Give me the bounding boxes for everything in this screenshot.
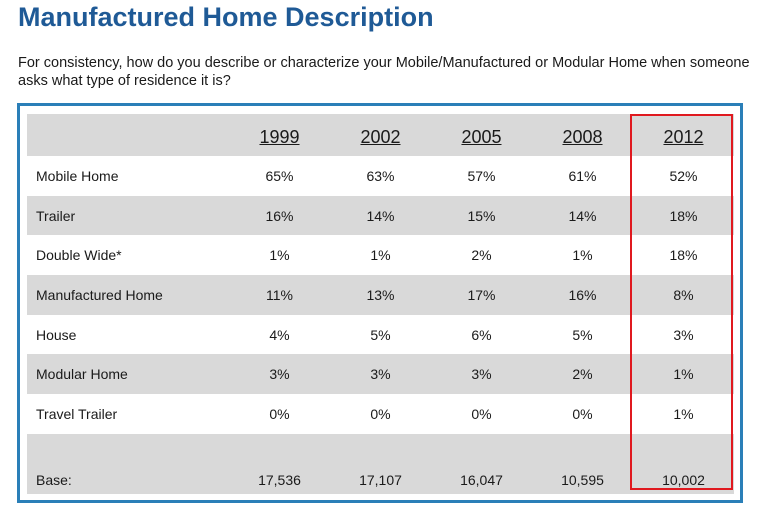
row-label: Modular Home [27,354,229,395]
table-cell: 18% [633,195,734,236]
table-cell: 1% [633,354,734,395]
table-cell: 14% [330,195,431,236]
row-label: Travel Trailer [36,405,118,422]
table-cell: 5% [572,326,593,343]
table-cell: 8% [633,275,734,315]
base-cell: 10,002 [633,433,734,494]
page-title: Manufactured Home Description [18,2,434,32]
table-cell: 0% [572,405,593,422]
table-cell: 13% [330,275,431,315]
row-label: Manufactured Home [27,275,229,315]
table-cell: 1% [673,405,694,422]
table-row: Modular Home 3% 3% 3% 2% 1% [27,354,734,395]
table-cell: 0% [471,405,492,422]
row-label: Mobile Home [36,167,119,184]
table-row: Double Wide* 1% 1% 2% 1% 18% [27,235,734,275]
table-cell: 57% [467,167,496,184]
year-header: 2002 [330,114,431,156]
table-cell: 2% [532,354,633,395]
table-cell: 52% [669,167,698,184]
row-label: House [36,326,77,343]
header-blank [27,114,229,156]
survey-question: For consistency, how do you describe or … [18,55,750,89]
table-row: House 4% 5% 6% 5% 3% [27,315,734,355]
year-header: 2008 [532,114,633,156]
table-frame [17,103,743,503]
table-cell: 3% [673,326,694,343]
base-cell: 16,047 [431,433,532,494]
base-cell: 17,107 [330,433,431,494]
table-cell: 3% [229,354,330,395]
table-cell: 61% [568,167,597,184]
year-header: 2012 [633,114,734,156]
table-cell: 1% [269,247,290,264]
results-table: 1999 2002 2005 2008 2012 Mobile Home 65%… [27,114,734,494]
base-cell: 10,595 [532,433,633,494]
base-label: Base: [27,433,229,494]
table-cell: 3% [330,354,431,395]
row-label: Double Wide* [36,247,122,264]
table-cell: 6% [471,326,492,343]
table-cell: 17% [431,275,532,315]
table-cell: 5% [370,326,391,343]
base-row: Base: 17,536 17,107 16,047 10,595 10,002 [27,433,734,494]
base-cell: 17,536 [229,433,330,494]
table-cell: 63% [366,167,395,184]
table-cell: 0% [269,405,290,422]
table-cell: 11% [229,275,330,315]
table-cell: 18% [669,247,698,264]
table-cell: 16% [229,195,330,236]
table-cell: 16% [532,275,633,315]
table-cell: 3% [431,354,532,395]
table-row: Manufactured Home 11% 13% 17% 16% 8% [27,275,734,315]
table-row: Trailer 16% 14% 15% 14% 18% [27,195,734,236]
table-cell: 1% [370,247,391,264]
row-label: Trailer [27,195,229,236]
table-cell: 65% [265,167,294,184]
table-row: Travel Trailer 0% 0% 0% 0% 1% [27,394,734,434]
year-header: 2005 [431,114,532,156]
year-header: 1999 [229,114,330,156]
table-cell: 4% [269,326,290,343]
table-row: Mobile Home 65% 63% 57% 61% 52% [27,156,734,196]
header-row: 1999 2002 2005 2008 2012 [27,114,734,156]
table-cell: 15% [431,195,532,236]
table-cell: 0% [370,405,391,422]
table-cell: 14% [532,195,633,236]
table-cell: 2% [471,247,492,264]
table-cell: 1% [572,247,593,264]
